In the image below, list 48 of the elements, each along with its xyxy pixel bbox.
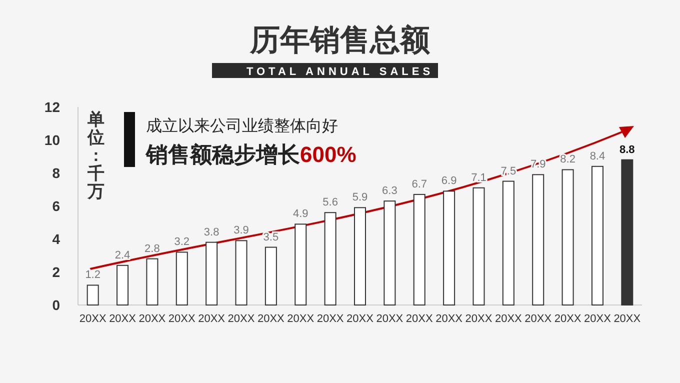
data-label: 2.8 [144, 242, 160, 255]
xtick: 20XX [287, 313, 314, 325]
xtick: 20XX [436, 313, 463, 325]
data-label: 6.3 [382, 185, 398, 198]
xtick: 20XX [376, 313, 404, 325]
data-label: 8.8 [620, 144, 635, 156]
data-label: 3.8 [204, 226, 220, 238]
xtick: 20XX [346, 313, 374, 325]
data-label: 7.1 [471, 172, 486, 184]
ytick: 10 [44, 132, 60, 148]
ylabel: 单位:千万 [88, 110, 104, 201]
xtick: 20XX [584, 313, 611, 325]
ytick: 6 [52, 198, 60, 214]
ytick: 4 [52, 231, 60, 247]
subtitle: TOTAL ANNUAL SALES [246, 66, 434, 78]
xtick: 20XX [257, 313, 284, 325]
data-label: 5.9 [352, 192, 368, 204]
xtick: 20XX [79, 313, 106, 325]
annotation: 成立以来公司业绩整体向好 [146, 118, 338, 135]
data-label: 3.5 [263, 231, 279, 244]
xtick: 20XX [494, 313, 522, 325]
xtick: 20XX [138, 313, 166, 325]
xtick: 20XX [554, 313, 582, 325]
annotation: 销售额稳步增长600% [146, 142, 356, 167]
ytick: 12 [44, 99, 60, 115]
ytick: 2 [52, 264, 60, 280]
data-label: 4.9 [292, 208, 308, 220]
ytick: 0 [52, 297, 60, 313]
xtick: 20XX [524, 313, 552, 325]
data-label: 6.7 [412, 178, 428, 190]
data-label: 6.9 [441, 175, 457, 188]
data-label: 8.2 [560, 154, 576, 166]
xtick: 20XX [109, 313, 136, 325]
data-label: 8.4 [590, 150, 606, 162]
xtick: 20XX [614, 313, 641, 325]
xtick: 20XX [228, 313, 255, 325]
xtick: 20XX [168, 313, 196, 325]
data-label: 3.2 [174, 236, 190, 248]
data-label: 1.2 [85, 269, 100, 282]
data-label: 5.6 [322, 196, 338, 209]
xtick: 20XX [465, 313, 492, 325]
data-label: 3.9 [234, 224, 249, 237]
title: 历年销售总额 [250, 24, 430, 57]
data-label: 2.4 [114, 249, 130, 262]
xtick: 20XX [316, 313, 344, 325]
xtick: 20XX [198, 313, 226, 325]
xtick: 20XX [406, 313, 433, 325]
ytick: 8 [52, 165, 60, 181]
